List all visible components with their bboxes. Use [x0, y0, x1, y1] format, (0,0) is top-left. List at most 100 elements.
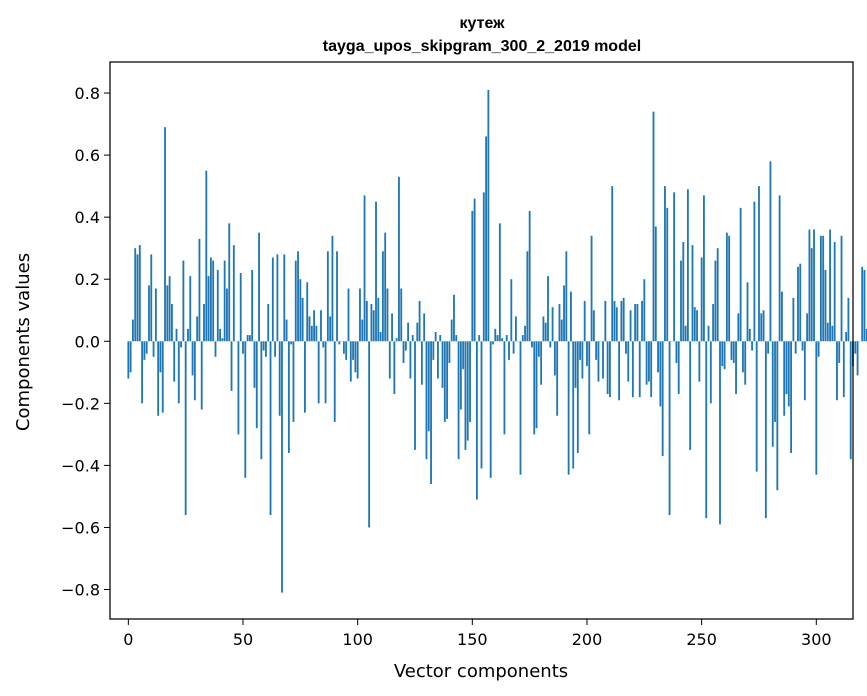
bar-component-80: [310, 325, 313, 342]
bar-component-76: [301, 297, 304, 342]
bar-component-172: [521, 335, 524, 342]
bar-component-50: [242, 341, 244, 354]
bar-component-160: [494, 328, 497, 342]
bar-component-276: [760, 313, 763, 342]
bar-component-101: [359, 288, 361, 342]
bar-component-223: [638, 341, 641, 398]
bar-component-27: [189, 276, 192, 342]
bar-component-269: [744, 341, 747, 385]
bar-component-165: [505, 335, 508, 342]
bar-component-306: [829, 229, 831, 342]
bar-component-117: [395, 338, 398, 342]
chart-title: кутеж: [460, 15, 506, 32]
bar-component-207: [602, 341, 604, 379]
bar-component-81: [313, 310, 316, 342]
bar-component-149: [469, 341, 471, 422]
bar-component-108: [375, 201, 377, 342]
bar-component-85: [322, 341, 325, 348]
bar-component-192: [567, 341, 570, 475]
bar-component-270: [746, 282, 749, 342]
bar-component-296: [806, 313, 809, 342]
bar-component-183: [547, 276, 549, 342]
bar-component-194: [572, 341, 575, 469]
bar-component-31: [198, 238, 201, 342]
bar-component-264: [732, 341, 735, 363]
y-tick-label: −0.6: [61, 518, 100, 537]
bar-component-135: [437, 341, 439, 379]
bar-component-298: [810, 248, 813, 342]
bar-component-40: [219, 328, 221, 342]
bar-component-171: [519, 341, 522, 475]
bar-component-228: [650, 341, 653, 398]
bar-component-204: [595, 341, 598, 360]
bar-component-18: [168, 276, 171, 342]
bar-component-280: [769, 161, 772, 342]
bar-component-230: [654, 226, 657, 342]
bar-component-300: [815, 341, 818, 475]
bar-component-115: [391, 313, 393, 342]
bar-component-322: [865, 328, 867, 342]
chart-subtitle: tayga_upos_skipgram_300_2_2019 model: [323, 38, 641, 55]
bar-component-22: [177, 341, 180, 404]
bar-component-9: [148, 285, 150, 342]
bar-component-232: [659, 341, 662, 407]
bar-component-205: [597, 341, 600, 382]
bar-component-146: [462, 341, 465, 370]
bar-component-77: [304, 341, 306, 413]
bar-component-302: [819, 235, 822, 342]
bar-component-122: [407, 322, 410, 342]
bar-component-310: [838, 341, 841, 363]
bar-component-291: [794, 341, 797, 354]
bar-component-167: [510, 279, 513, 342]
bar-component-88: [329, 316, 332, 342]
bar-component-150: [471, 210, 474, 342]
bar-component-137: [441, 341, 444, 388]
bar-component-313: [845, 331, 848, 342]
bar-component-104: [365, 300, 368, 342]
bar-component-256: [714, 260, 717, 342]
bar-component-231: [657, 341, 659, 373]
bar-component-251: [703, 195, 705, 342]
y-tick-label: −0.8: [61, 581, 100, 600]
bar-component-243: [684, 325, 687, 342]
bar-component-272: [751, 341, 754, 351]
bar-component-61: [267, 304, 270, 342]
bar-component-241: [680, 260, 682, 342]
bar-component-24: [182, 260, 185, 342]
bar-component-164: [503, 341, 506, 435]
bar-component-283: [776, 341, 779, 491]
bar-component-220: [631, 341, 634, 398]
bar-component-321: [863, 269, 866, 342]
bar-component-308: [833, 241, 836, 342]
bar-component-30: [196, 316, 199, 342]
bar-component-151: [473, 198, 476, 342]
bar-component-51: [244, 341, 247, 478]
bar-component-130: [425, 341, 428, 460]
bar-component-132: [430, 341, 432, 485]
bar-component-48: [237, 341, 240, 435]
bar-component-69: [285, 319, 288, 342]
bar-component-43: [226, 288, 228, 342]
bar-component-147: [464, 341, 467, 450]
bar-component-284: [778, 195, 781, 342]
bar-component-277: [762, 310, 765, 342]
bar-component-95: [345, 341, 348, 360]
x-tick-label: 100: [342, 630, 373, 649]
bar-component-175: [528, 210, 531, 342]
bar-component-294: [801, 341, 804, 351]
x-tick-label: 50: [233, 630, 253, 649]
bar-component-166: [508, 341, 510, 360]
bar-component-155: [482, 192, 485, 342]
bar-component-100: [356, 341, 359, 379]
bars-group: [127, 89, 867, 593]
bar-component-32: [200, 341, 203, 410]
bar-component-136: [439, 335, 442, 342]
bar-component-2: [132, 319, 134, 342]
bar-component-83: [317, 341, 320, 404]
bar-component-297: [808, 229, 811, 342]
bar-component-201: [588, 341, 591, 435]
bar-component-168: [512, 341, 515, 354]
bar-component-96: [347, 288, 350, 342]
bar-component-39: [216, 269, 219, 342]
